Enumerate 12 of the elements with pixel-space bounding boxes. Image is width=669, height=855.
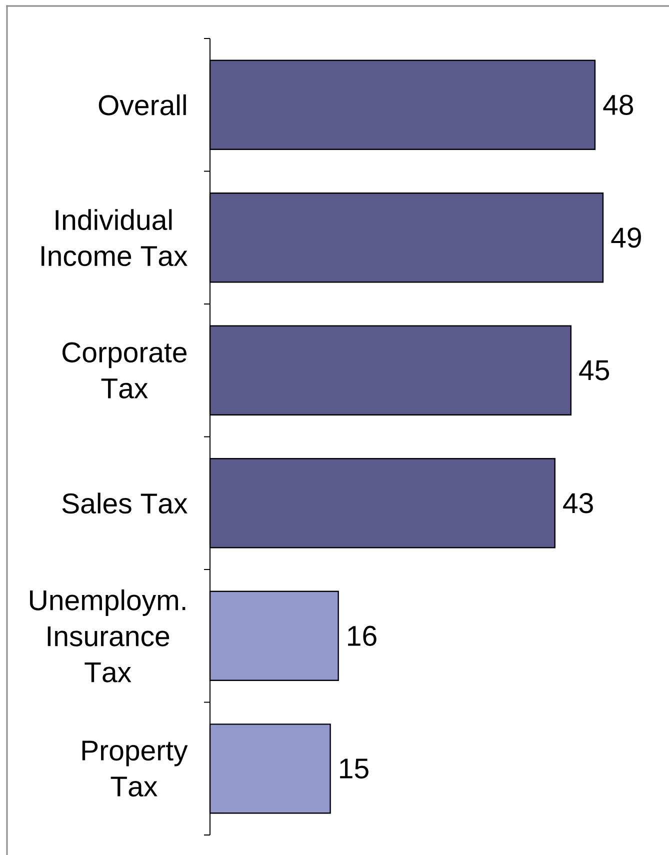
data-label: 16 <box>348 626 376 646</box>
data-label: 49 <box>611 228 641 248</box>
y-tick-label: Sales Tax <box>62 492 188 514</box>
y-tick-label: Individual Income Tax <box>42 209 188 266</box>
y-tick-label: Property Tax <box>82 740 188 797</box>
data-label: 45 <box>579 360 610 380</box>
data-label: 43 <box>563 493 593 514</box>
y-tick-label: Unemploym. Insurance Tax <box>30 589 186 682</box>
y-tick-label: Overall <box>98 94 186 116</box>
data-label: 48 <box>603 94 634 115</box>
data-label: 15 <box>340 758 368 779</box>
y-tick-label: Corporate Tax <box>62 342 187 398</box>
